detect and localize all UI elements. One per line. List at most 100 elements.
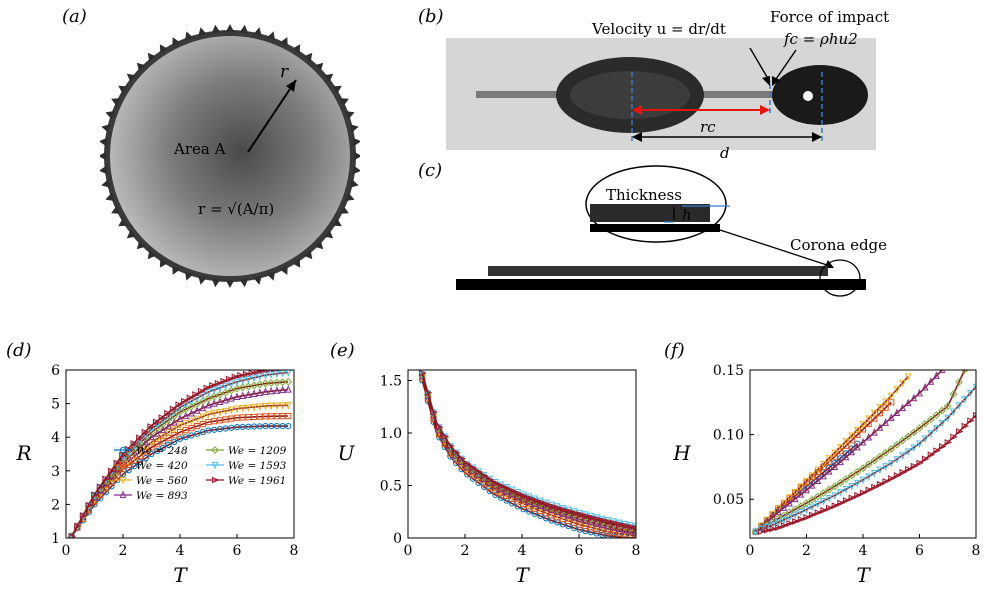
radius-label: r	[280, 62, 289, 82]
data-point	[859, 489, 868, 497]
substrate-plate	[456, 279, 866, 290]
corona-film	[488, 266, 828, 276]
data-point	[871, 483, 879, 491]
d-label: d	[720, 144, 730, 162]
data-point	[780, 522, 789, 529]
rim-spike	[353, 151, 360, 161]
data-point	[211, 446, 219, 454]
data-point	[497, 482, 506, 490]
panel-b-label: (b)	[418, 6, 444, 27]
droplet-disc	[110, 36, 350, 276]
rim-spike	[100, 151, 107, 161]
data-point	[188, 408, 195, 417]
legend-label: We = 420	[136, 460, 188, 472]
rim-spike	[303, 52, 313, 62]
zoom-film	[590, 204, 710, 222]
y-tick-label: 6	[51, 363, 60, 379]
data-point	[758, 528, 766, 535]
data-point	[250, 374, 258, 383]
data-point	[950, 433, 958, 441]
y-axis-label: R	[15, 441, 31, 465]
data-point	[825, 485, 834, 494]
rim-spike	[239, 24, 249, 34]
data-point	[842, 497, 851, 504]
data-point	[837, 499, 845, 507]
data-point	[79, 512, 88, 519]
chart-e: 0 2 4 6 8 0 0.5 1.0 1.5 T U	[338, 369, 640, 587]
data-point	[165, 421, 172, 430]
data-point	[887, 413, 895, 421]
x-tick-label: 8	[290, 543, 299, 559]
data-point	[279, 402, 286, 410]
data-point	[786, 520, 794, 527]
data-point	[842, 486, 850, 494]
data-point	[943, 402, 952, 411]
data-point	[916, 388, 923, 397]
data-point	[853, 442, 861, 451]
data-point	[899, 452, 906, 460]
data-point	[210, 392, 219, 401]
series-line	[421, 372, 636, 530]
x-tick-label: 2	[802, 543, 811, 559]
data-point	[809, 511, 817, 519]
data-point	[226, 375, 234, 383]
data-point	[436, 423, 444, 431]
impact-drop	[772, 65, 868, 125]
data-point	[570, 513, 578, 521]
rim-spike	[111, 205, 121, 214]
data-point	[966, 389, 974, 398]
rim-spike	[349, 124, 359, 133]
series-group	[751, 370, 976, 536]
data-point	[837, 443, 844, 452]
data-point	[904, 432, 913, 441]
data-point	[136, 434, 144, 442]
data-point	[68, 533, 76, 538]
legend-entry: We = 1593	[206, 460, 287, 472]
data-point	[125, 452, 133, 461]
data-point	[593, 519, 600, 527]
data-point	[233, 405, 241, 414]
data-point	[228, 415, 235, 422]
data-point	[576, 514, 584, 523]
data-point	[279, 413, 286, 420]
data-point	[165, 412, 172, 421]
rim-spike	[352, 137, 360, 147]
data-point	[808, 472, 816, 480]
data-point	[503, 485, 512, 493]
data-point	[899, 403, 906, 412]
data-point	[245, 414, 252, 421]
data-point	[250, 403, 258, 412]
data-point	[921, 435, 929, 443]
area-label: Area A	[174, 140, 226, 158]
data-point	[211, 418, 218, 425]
data-point	[808, 503, 816, 512]
data-point	[262, 423, 269, 430]
y-axis-label: U	[338, 441, 356, 465]
data-point	[188, 417, 195, 426]
data-point	[803, 513, 811, 521]
data-point	[853, 479, 861, 488]
data-point	[627, 529, 634, 538]
data-point	[598, 520, 606, 529]
data-point	[205, 400, 212, 409]
data-point	[865, 486, 874, 494]
data-point	[791, 511, 799, 520]
legend-entry: We = 1961	[206, 475, 286, 487]
data-point	[267, 386, 275, 395]
data-point	[199, 391, 207, 400]
data-point	[221, 388, 230, 397]
data-point	[944, 414, 952, 423]
data-point	[231, 373, 240, 381]
panel-b-side-image	[446, 38, 876, 150]
data-point	[148, 432, 155, 441]
data-point	[107, 467, 116, 475]
data-point	[158, 414, 167, 422]
force-pointer-head	[772, 76, 780, 86]
data-point	[932, 411, 941, 419]
data-point	[899, 379, 906, 388]
data-point	[842, 452, 850, 461]
chart-f: 0 2 4 6 8 0.05 0.10 0.15 T H	[672, 363, 980, 587]
data-point	[950, 408, 957, 417]
data-point	[198, 397, 207, 406]
data-point	[826, 504, 834, 512]
